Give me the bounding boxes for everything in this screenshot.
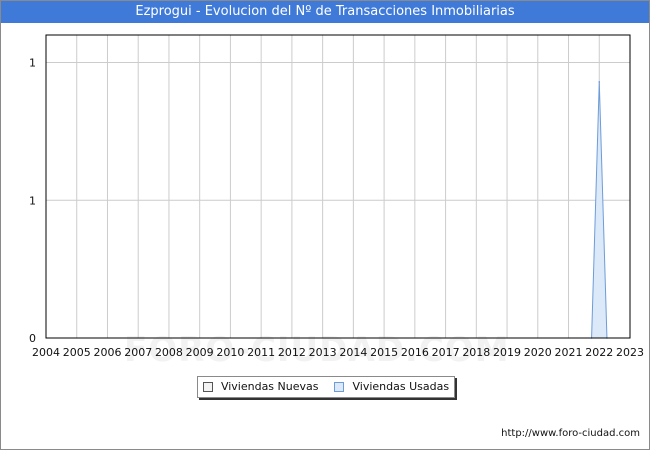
source-url[interactable]: http://www.foro-ciudad.com [501, 428, 640, 439]
x-tick-label: 2009 [186, 346, 214, 359]
data-point [598, 81, 601, 83]
x-tick-label: 2017 [432, 346, 460, 359]
y-tick-labels: 0 1 1 [29, 57, 36, 345]
x-tick-label: 2013 [309, 346, 337, 359]
grid-lines [45, 35, 631, 339]
x-tick-label: 2019 [493, 346, 521, 359]
x-tick-labels: 2004 2005 2006 2007 2008 2009 2010 2011 2012 2013… [32, 346, 644, 359]
x-tick-label: 2006 [93, 346, 121, 359]
x-tick-label: 2014 [339, 346, 367, 359]
legend-item-nuevas: Viviendas Nuevas [202, 377, 319, 397]
x-tick-label: 2008 [155, 346, 183, 359]
x-tick-label: 2023 [616, 346, 644, 359]
x-tick-label: 2004 [32, 346, 60, 359]
x-tick-label: 2020 [524, 346, 552, 359]
legend-swatch-usadas [334, 382, 345, 392]
legend: Viviendas Nuevas Viviendas Usadas [197, 376, 455, 398]
x-tick-label: 2021 [555, 346, 583, 359]
x-tick-label: 2005 [63, 346, 91, 359]
x-tick-label: 2010 [216, 346, 244, 359]
x-tick-label: 2018 [462, 346, 490, 359]
watermark: FORO-CIUDAD.COM [124, 330, 510, 370]
legend-swatch-nuevas [202, 382, 213, 392]
y-tick-label: 1 [29, 57, 36, 70]
series-areas [590, 81, 608, 339]
x-tick-label: 2011 [247, 346, 275, 359]
x-tick-label: 2015 [370, 346, 398, 359]
x-tick-label: 2016 [401, 346, 429, 359]
chart-title: Ezprogui - Evolucion del Nº de Transacci… [1, 1, 649, 23]
x-tick-label: 2022 [585, 346, 613, 359]
y-tick-label: 1 [29, 194, 36, 207]
x-tick-label: 2007 [124, 346, 152, 359]
y-tick-label: 0 [29, 332, 36, 345]
series-area-usadas [591, 81, 608, 339]
legend-item-usadas: Viviendas Usadas [334, 377, 449, 397]
legend-label-nuevas: Viviendas Nuevas [220, 380, 319, 393]
x-tick-label: 2012 [278, 346, 306, 359]
plot-border [45, 34, 631, 339]
legend-label-usadas: Viviendas Usadas [352, 380, 450, 393]
